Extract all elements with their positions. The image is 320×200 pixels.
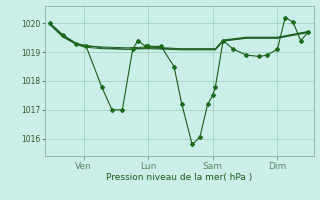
X-axis label: Pression niveau de la mer( hPa ): Pression niveau de la mer( hPa ) xyxy=(106,173,252,182)
